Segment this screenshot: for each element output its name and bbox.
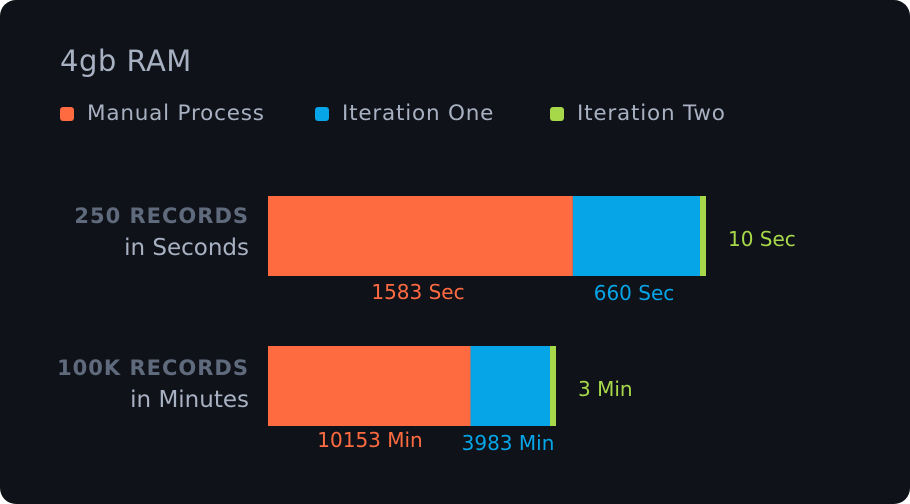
legend-swatch-iteration-two	[550, 107, 564, 121]
bar-segment-iteration-one	[572, 196, 700, 276]
data-label-iteration-one: 660 Sec	[594, 281, 675, 305]
legend-label-manual-process: Manual Process	[87, 101, 265, 126]
data-label-iteration-two: 10 Sec	[728, 227, 796, 251]
legend-swatch-manual-process	[60, 107, 74, 121]
bar-segment-manual-process	[268, 196, 573, 276]
row-title: 250 RECORDS	[74, 204, 249, 228]
row-subtitle: in Minutes	[130, 387, 249, 413]
row-label-100k-records: 100K RECORDS in Minutes	[57, 353, 249, 418]
legend-label-iteration-one: Iteration One	[342, 101, 495, 126]
data-label-iteration-one: 3983 Min	[462, 431, 555, 455]
bar-segment-manual-process	[268, 346, 471, 426]
chart-title: 4gb RAM	[60, 44, 192, 78]
bar-segment-iteration-one	[470, 346, 550, 426]
legend-swatch-iteration-one	[315, 107, 329, 121]
bar-segment-iteration-two	[700, 196, 706, 276]
row-title: 100K RECORDS	[57, 356, 249, 380]
bar-segment-iteration-two	[550, 346, 556, 426]
row-subtitle: in Seconds	[124, 235, 249, 261]
row-label-250-records: 250 RECORDS in Seconds	[74, 201, 249, 266]
data-label-manual-process: 1583 Sec	[371, 280, 464, 304]
legend-label-iteration-two: Iteration Two	[577, 101, 726, 126]
data-label-manual-process: 10153 Min	[317, 428, 422, 452]
data-label-iteration-two: 3 Min	[578, 377, 633, 401]
